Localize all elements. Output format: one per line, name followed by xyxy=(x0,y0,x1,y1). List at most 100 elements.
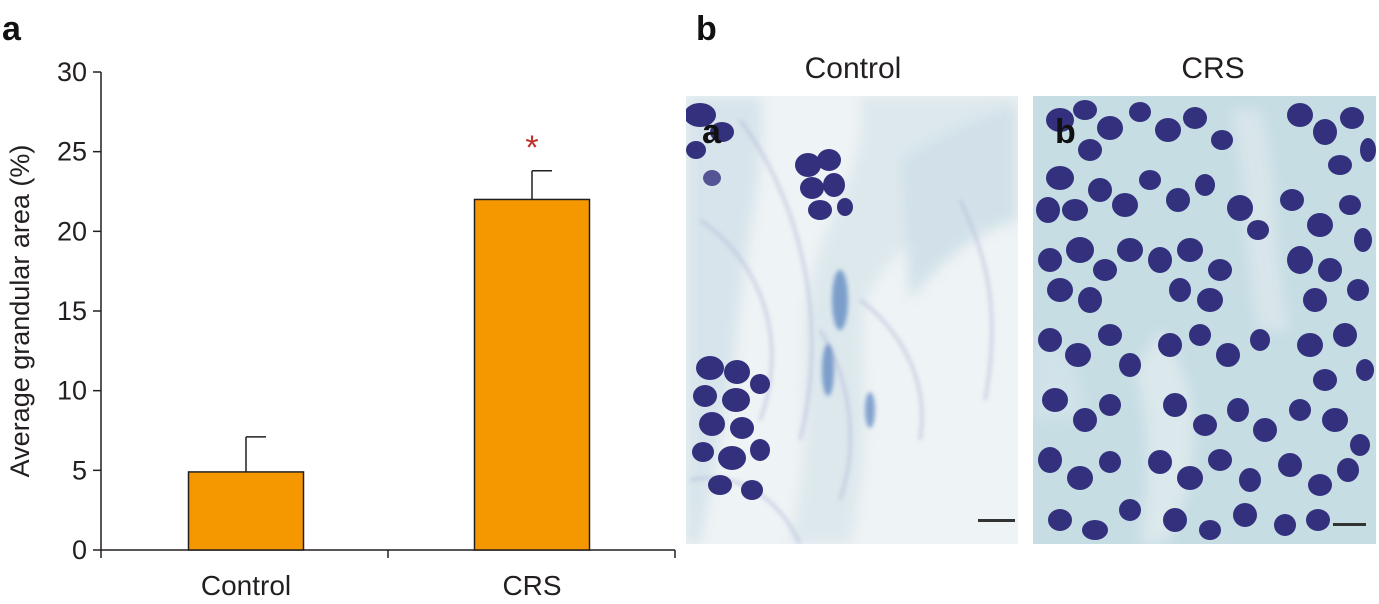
y-ticks: 0 5 10 15 20 25 30 xyxy=(57,57,101,565)
gland-blob xyxy=(1322,408,1348,432)
gland-blob xyxy=(1062,199,1088,221)
gland-blob xyxy=(1169,278,1191,302)
micrograph-header-control: Control xyxy=(805,52,902,85)
y-tick-label: 5 xyxy=(72,455,87,485)
gland-cluster-lower xyxy=(692,356,770,500)
gland-blob xyxy=(1047,278,1073,302)
gland-blob xyxy=(1066,237,1094,263)
gland-blob xyxy=(1216,343,1240,367)
gland-blob xyxy=(1356,359,1374,381)
gland-blob xyxy=(1253,418,1277,442)
gland-blob xyxy=(1360,138,1376,162)
micrograph-inset-letter-crs: b xyxy=(1055,113,1076,151)
gland-blob xyxy=(1046,166,1074,190)
gland-blob xyxy=(1208,259,1232,281)
gland-blob xyxy=(1099,394,1121,416)
gland-blob xyxy=(1287,246,1313,274)
y-tick-label: 0 xyxy=(72,535,87,565)
gland-blob xyxy=(1166,188,1190,212)
gland-blob xyxy=(1233,503,1257,527)
gland-blob xyxy=(1093,259,1117,281)
x-tick-label: CRS xyxy=(502,570,561,601)
gland-blob xyxy=(1333,323,1357,347)
gland-blob xyxy=(1280,189,1304,211)
gland-blob xyxy=(1354,228,1372,252)
gland-blob xyxy=(1211,130,1233,150)
gland-blob xyxy=(1073,100,1097,120)
gland-blob xyxy=(1038,447,1062,473)
gland-blob xyxy=(1078,139,1102,161)
gland-blob xyxy=(1129,102,1151,122)
gland-blob xyxy=(1112,193,1138,217)
micrograph-inset-letter-control: a xyxy=(702,113,722,151)
y-tick-label: 25 xyxy=(57,137,87,167)
gland-blob xyxy=(1307,213,1333,237)
gland-blob xyxy=(1163,508,1187,532)
y-tick-label: 20 xyxy=(57,216,87,246)
significance-marker: * xyxy=(525,129,538,167)
gland-blob xyxy=(1278,453,1302,477)
gland-blob xyxy=(1088,178,1112,202)
gland-blob xyxy=(1195,174,1215,196)
gland-blob xyxy=(1350,434,1370,456)
gland-blob xyxy=(1042,388,1068,412)
gland-blob xyxy=(1199,520,1221,540)
gland-blob xyxy=(1177,466,1203,490)
gland-blob xyxy=(1082,520,1108,540)
gland-blob xyxy=(1247,220,1269,240)
gland-blob xyxy=(1119,353,1141,377)
gland-blob xyxy=(1155,118,1181,142)
gland-blob xyxy=(1098,324,1122,346)
micrograph-header-crs: CRS xyxy=(1181,52,1244,85)
gland-blob xyxy=(1250,329,1270,351)
gland-blob xyxy=(1046,108,1074,132)
y-tick-label: 30 xyxy=(57,57,87,87)
bar xyxy=(473,198,591,551)
gland-blob xyxy=(1158,333,1182,357)
gland-blob xyxy=(1177,238,1203,262)
gland-blob xyxy=(1073,408,1097,432)
gland-blob xyxy=(1048,509,1072,531)
gland-blob xyxy=(1347,279,1369,301)
gland-blob xyxy=(1339,195,1361,215)
gland-cluster-top-left xyxy=(686,103,734,186)
panel-a-label: a xyxy=(2,10,22,48)
gland-blob xyxy=(1183,107,1207,129)
gland-blob xyxy=(1306,509,1330,531)
gland-blob xyxy=(1038,328,1062,352)
gland-blob xyxy=(1227,398,1249,422)
gland-blob xyxy=(1328,155,1352,175)
gland-blob xyxy=(1038,248,1062,272)
gland-blob xyxy=(1274,514,1296,536)
scale-bar-control xyxy=(978,519,1015,522)
gland-blob xyxy=(1308,474,1332,496)
y-axis-label: Average grandular area (%) xyxy=(5,145,35,478)
scale-bar-crs xyxy=(1333,523,1366,526)
gland-blob xyxy=(1099,451,1121,473)
gland-blob xyxy=(1078,287,1102,313)
y-tick-label: 10 xyxy=(57,376,87,406)
bars: Control CRS * xyxy=(187,129,591,601)
gland-blob xyxy=(1197,288,1223,312)
gland-blob xyxy=(1239,468,1261,492)
gland-blob xyxy=(1313,119,1337,145)
bar xyxy=(187,471,305,551)
gland-blob xyxy=(1227,195,1253,221)
gland-blob xyxy=(1148,450,1172,474)
micrograph-control: a xyxy=(686,96,1018,544)
y-tick-label: 15 xyxy=(57,296,87,326)
gland-blob xyxy=(1036,197,1060,223)
bar-chart: 0 5 10 15 20 25 30 Control CRS * Average grandul… xyxy=(5,57,676,601)
micrograph-crs: b xyxy=(1033,96,1376,544)
gland-blob xyxy=(1067,466,1093,490)
gland-blob xyxy=(1148,247,1172,273)
gland-blob xyxy=(1189,324,1211,346)
gland-blob xyxy=(1318,258,1342,282)
gland-blob xyxy=(1163,393,1187,417)
gland-blob xyxy=(1117,238,1143,262)
gland-blob xyxy=(1208,449,1232,471)
gland-blob xyxy=(1065,343,1091,367)
gland-blob xyxy=(1337,458,1359,482)
gland-blob xyxy=(1119,499,1141,521)
